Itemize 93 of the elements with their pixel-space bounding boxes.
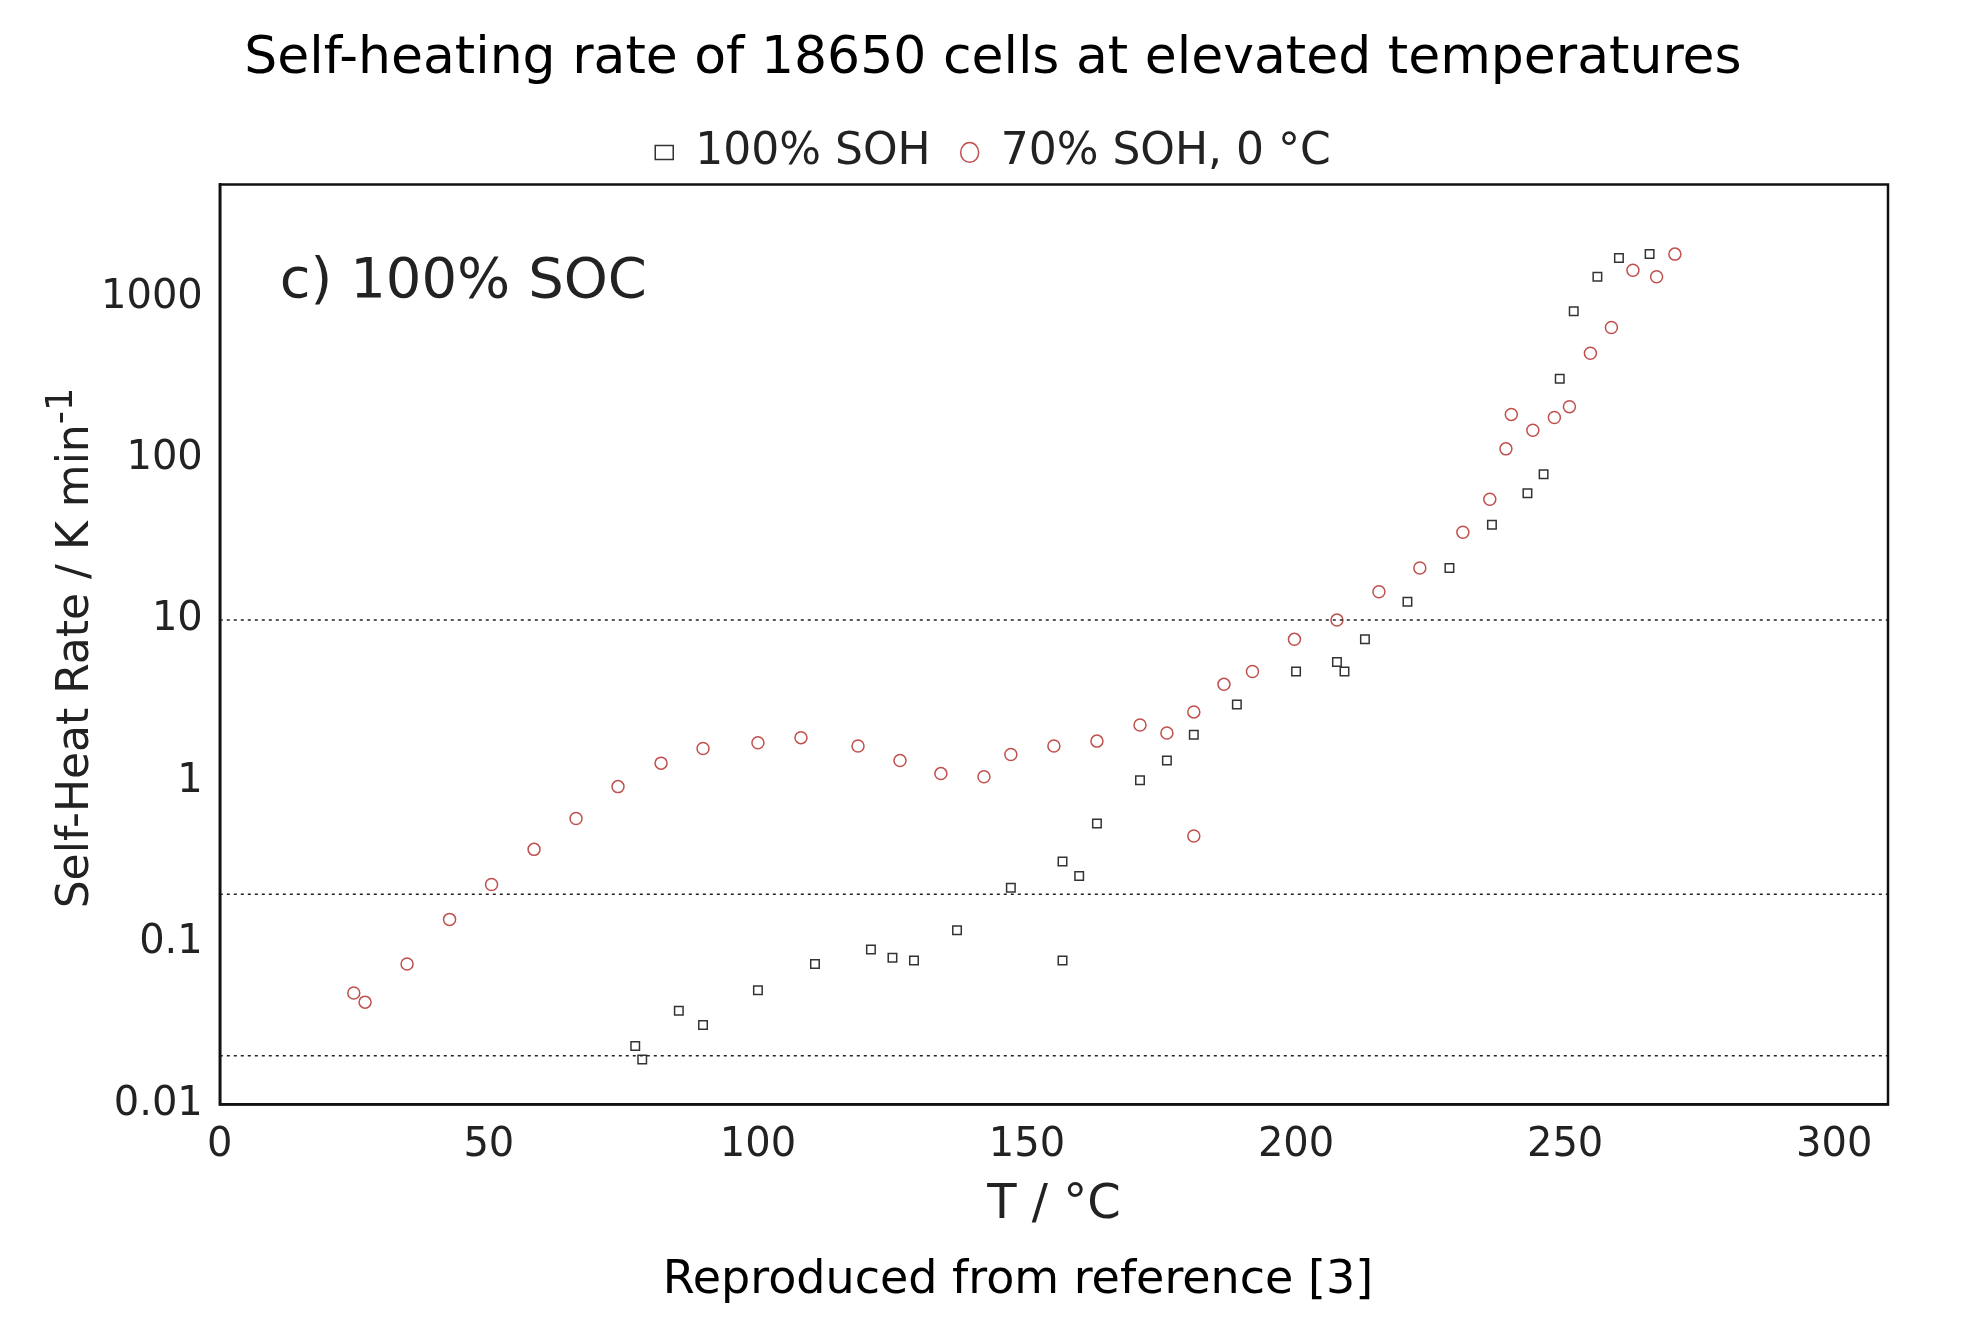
- point: [637, 1054, 648, 1065]
- point: [1372, 584, 1386, 599]
- point: [751, 735, 765, 750]
- point: [1547, 410, 1562, 425]
- point: [1483, 492, 1497, 507]
- point: [1004, 747, 1018, 762]
- legend-label: 100% SOH: [695, 122, 931, 174]
- point: [1568, 306, 1579, 317]
- x-axis-title: T / °C: [986, 1172, 1121, 1229]
- legend-label: 70% SOH, 0 °C: [1000, 122, 1331, 174]
- point: [1187, 829, 1201, 843]
- point: [1486, 519, 1497, 530]
- point: [952, 925, 963, 936]
- point: [698, 1020, 709, 1031]
- point: [1644, 249, 1655, 260]
- point: [809, 959, 820, 970]
- point: [442, 912, 457, 927]
- point: [1161, 755, 1172, 766]
- point: [1090, 734, 1104, 748]
- x-tick-label: 0: [207, 1118, 233, 1165]
- y-tick-label: 1: [177, 754, 203, 801]
- y-tick-label: 1000: [101, 270, 203, 317]
- point: [977, 770, 991, 784]
- point: [1160, 726, 1174, 740]
- y-tick-label: 10: [151, 593, 203, 640]
- point: [1668, 247, 1682, 261]
- x-tick-label: 200: [1257, 1118, 1335, 1165]
- point: [1554, 373, 1565, 384]
- point: [1074, 870, 1085, 881]
- point: [1413, 561, 1427, 575]
- point: [611, 779, 625, 794]
- point: [1287, 632, 1302, 647]
- point: [851, 739, 865, 753]
- point: [794, 730, 808, 745]
- point: [1005, 882, 1016, 893]
- point: [1504, 407, 1519, 422]
- point: [527, 842, 541, 857]
- point: [696, 741, 710, 756]
- point: [908, 955, 919, 966]
- point: [1592, 271, 1603, 282]
- point: [752, 985, 763, 996]
- annotation: c) 100% SOC: [279, 244, 647, 310]
- x-tick-label: 300: [1796, 1118, 1873, 1165]
- point: [1538, 469, 1549, 480]
- y-tick-label: 0.01: [113, 1077, 203, 1124]
- point: [1057, 955, 1068, 966]
- x-tick-label: 100: [719, 1118, 797, 1165]
- point: [673, 1005, 684, 1016]
- point: [1604, 320, 1619, 335]
- point: [1330, 613, 1344, 627]
- point: [1613, 253, 1624, 263]
- point: [934, 766, 948, 781]
- point: [1047, 739, 1061, 753]
- point: [1187, 705, 1201, 719]
- point: [1091, 818, 1102, 829]
- point: [347, 986, 361, 1000]
- point: [400, 957, 414, 971]
- point: [1583, 346, 1598, 360]
- point: [1649, 269, 1664, 284]
- point: [1402, 596, 1413, 607]
- point: [1456, 525, 1470, 540]
- point: [1217, 677, 1231, 692]
- point: [630, 1041, 641, 1051]
- x-tick-label: 150: [988, 1118, 1066, 1165]
- point: [1231, 699, 1242, 710]
- point: [1626, 263, 1640, 277]
- y-tick-label: 0.1: [139, 916, 203, 963]
- point: [865, 944, 876, 955]
- point: [358, 995, 372, 1009]
- point: [654, 756, 668, 770]
- point: [893, 753, 907, 768]
- point: [1499, 442, 1513, 456]
- point: [1188, 729, 1199, 740]
- point: [1057, 856, 1068, 867]
- text: Reproduced from reference [3]: [662, 1249, 1374, 1304]
- point: [1339, 666, 1350, 677]
- point: [1562, 399, 1577, 414]
- point: [1444, 563, 1455, 574]
- point: [1245, 664, 1260, 679]
- point: [1522, 488, 1533, 499]
- point: [1331, 657, 1342, 668]
- point: [1133, 718, 1147, 732]
- x-tick-label: 50: [463, 1118, 515, 1165]
- x-tick-label: 250: [1526, 1118, 1604, 1165]
- y-tick-label: 100: [126, 432, 203, 479]
- point: [484, 877, 499, 892]
- point: [1526, 423, 1540, 437]
- point: [887, 952, 898, 963]
- point: [569, 811, 583, 826]
- point: [1135, 775, 1145, 786]
- chart-title: Self-heating rate of 18650 cells at elevated temperatures: [244, 24, 1742, 85]
- point: [1291, 666, 1302, 677]
- point: [1359, 634, 1370, 645]
